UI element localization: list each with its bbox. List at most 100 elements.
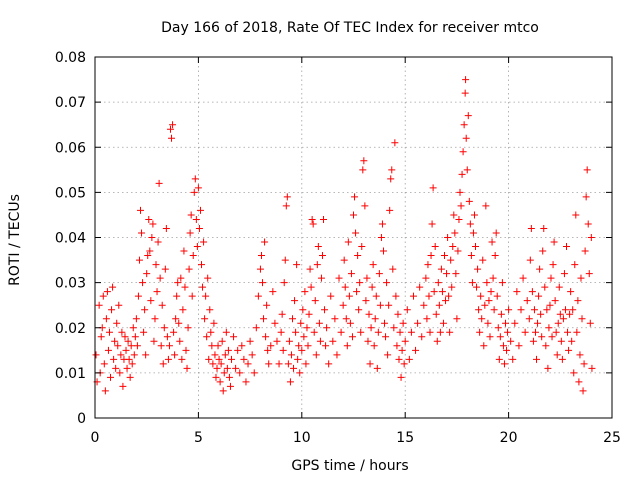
data-point: [430, 288, 438, 296]
data-point: [579, 387, 587, 395]
data-point: [457, 202, 465, 210]
data-point: [503, 346, 511, 354]
data-point: [581, 247, 589, 255]
data-point: [443, 270, 451, 278]
data-point: [477, 292, 485, 300]
data-point: [196, 206, 204, 214]
data-point: [317, 274, 325, 282]
data-point: [248, 351, 256, 359]
data-point: [433, 337, 441, 345]
data-points: [92, 76, 596, 395]
x-tick-labels: 0 5 10 15 20 25: [91, 430, 621, 446]
data-point: [491, 252, 499, 260]
data-point: [153, 288, 161, 296]
data-point: [217, 360, 225, 368]
data-point: [135, 256, 143, 264]
data-point: [146, 247, 154, 255]
data-point: [346, 319, 354, 327]
data-point: [183, 364, 191, 372]
data-point: [431, 243, 439, 251]
data-point: [213, 364, 221, 372]
data-point: [215, 355, 223, 363]
data-point: [507, 337, 515, 345]
data-point: [139, 279, 147, 287]
data-point: [427, 252, 435, 260]
data-point: [529, 337, 537, 345]
data-point: [354, 252, 362, 260]
data-point: [207, 328, 215, 336]
data-point: [169, 121, 177, 129]
data-point: [195, 224, 203, 232]
data-point: [563, 243, 571, 251]
data-point: [499, 342, 507, 350]
data-point: [447, 256, 455, 264]
data-point: [541, 283, 549, 291]
data-point: [242, 378, 250, 386]
data-point: [386, 206, 394, 214]
data-point: [121, 333, 129, 341]
data-point: [198, 261, 206, 269]
data-point: [335, 274, 343, 282]
data-point: [549, 261, 557, 269]
data-point: [320, 215, 328, 223]
data-point: [429, 184, 437, 192]
data-point: [459, 148, 467, 156]
data-point: [166, 125, 174, 133]
data-point: [382, 333, 390, 341]
data-point: [398, 346, 406, 354]
data-point: [263, 301, 271, 309]
data-point: [466, 220, 474, 228]
data-point: [570, 369, 578, 377]
x-tick-label: 0: [91, 430, 100, 446]
data-point: [552, 328, 560, 336]
data-point: [122, 346, 130, 354]
data-point: [160, 324, 168, 332]
data-point: [205, 355, 213, 363]
data-point: [202, 292, 210, 300]
data-point: [267, 342, 275, 350]
data-point: [362, 297, 370, 305]
data-point: [551, 297, 559, 305]
data-point: [296, 369, 304, 377]
data-point: [222, 328, 230, 336]
data-point: [575, 378, 583, 386]
y-tick-label: 0.07: [55, 95, 86, 111]
data-point: [315, 319, 323, 327]
data-point: [405, 355, 413, 363]
data-point: [151, 315, 159, 323]
data-point: [347, 270, 355, 278]
data-point: [343, 342, 351, 350]
data-point: [553, 351, 561, 359]
data-point: [203, 333, 211, 341]
data-point: [365, 310, 373, 318]
data-point: [571, 261, 579, 269]
x-tick-label: 25: [603, 430, 621, 446]
data-point: [435, 301, 443, 309]
data-point: [528, 288, 536, 296]
data-point: [445, 292, 453, 300]
data-point: [574, 297, 582, 305]
data-point: [378, 220, 386, 228]
data-point: [517, 306, 525, 314]
data-point: [566, 310, 574, 318]
data-point: [178, 355, 186, 363]
data-point: [225, 373, 233, 381]
data-point: [261, 238, 269, 246]
data-point: [389, 265, 397, 273]
data-point: [437, 265, 445, 273]
data-point: [478, 315, 486, 323]
data-point: [379, 247, 387, 255]
data-point: [339, 301, 347, 309]
data-point: [277, 328, 285, 336]
data-point: [390, 324, 398, 332]
data-point: [363, 274, 371, 282]
data-point: [221, 351, 229, 359]
data-point: [297, 319, 305, 327]
data-point: [446, 328, 454, 336]
data-point: [565, 346, 573, 354]
data-point: [219, 387, 227, 395]
data-point: [461, 89, 469, 97]
data-point: [104, 346, 112, 354]
data-point: [176, 337, 184, 345]
data-point: [448, 283, 456, 291]
